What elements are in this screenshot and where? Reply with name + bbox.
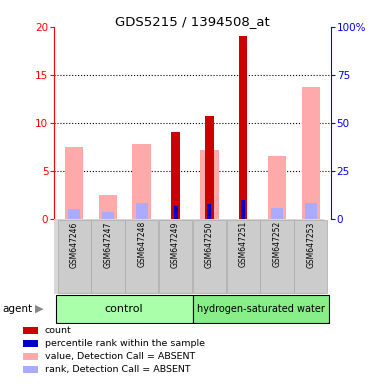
Text: ▶: ▶ (35, 304, 43, 314)
Bar (208, 204, 211, 219)
Text: GSM647250: GSM647250 (205, 221, 214, 268)
Bar (174, 207, 177, 219)
Bar (132, 144, 151, 219)
Bar (23, 327, 38, 334)
Bar (99, 195, 117, 219)
Bar (260, 220, 294, 293)
Bar (159, 220, 192, 293)
Text: control: control (105, 304, 143, 314)
Bar (192, 295, 330, 323)
Text: value, Detection Call = ABSENT: value, Detection Call = ABSENT (45, 352, 195, 361)
Bar (305, 203, 317, 219)
Bar (23, 366, 38, 373)
Bar (271, 207, 283, 219)
Text: GSM647249: GSM647249 (171, 221, 180, 268)
Text: GSM647248: GSM647248 (137, 221, 146, 267)
Bar (171, 132, 180, 219)
Text: GSM647247: GSM647247 (104, 221, 112, 268)
Bar (227, 220, 260, 293)
Bar (58, 220, 91, 293)
Bar (294, 220, 327, 293)
Bar (55, 295, 192, 323)
Text: GSM647246: GSM647246 (70, 221, 79, 268)
Bar (268, 157, 286, 219)
Text: GSM647251: GSM647251 (239, 221, 248, 267)
Text: percentile rank within the sample: percentile rank within the sample (45, 339, 205, 348)
Bar (125, 220, 158, 293)
Bar (23, 353, 38, 360)
Text: rank, Detection Call = ABSENT: rank, Detection Call = ABSENT (45, 365, 190, 374)
Text: count: count (45, 326, 72, 335)
Text: GSM647252: GSM647252 (273, 221, 281, 267)
Text: agent: agent (2, 304, 32, 314)
Bar (65, 147, 84, 219)
Bar (301, 88, 320, 219)
Bar (193, 220, 226, 293)
Bar (205, 116, 214, 219)
Bar (102, 212, 114, 219)
Bar (91, 220, 125, 293)
Bar (23, 340, 38, 347)
Text: hydrogen-saturated water: hydrogen-saturated water (197, 304, 325, 314)
Bar (241, 200, 245, 219)
Bar (200, 150, 219, 219)
Bar (136, 203, 148, 219)
Bar (239, 36, 248, 219)
Text: GSM647253: GSM647253 (306, 221, 315, 268)
Bar (68, 209, 80, 219)
Text: GDS5215 / 1394508_at: GDS5215 / 1394508_at (115, 15, 270, 28)
